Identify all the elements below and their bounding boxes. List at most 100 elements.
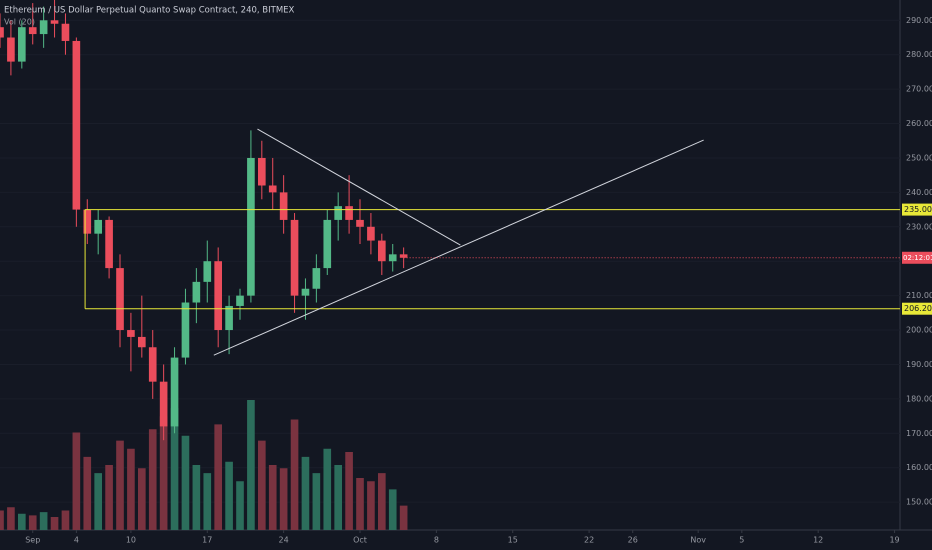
volume-bar [170, 408, 179, 530]
candle-body [72, 40, 81, 210]
volume-bar [367, 481, 375, 530]
candle-body [345, 206, 353, 220]
candle-body [50, 20, 59, 24]
x-tick-label: Oct [353, 536, 367, 545]
y-tick-label: 190.00 [906, 360, 932, 369]
volume-bar [203, 473, 212, 530]
volume-bar [127, 448, 135, 530]
trend-line [257, 128, 461, 246]
candle-body [399, 254, 408, 258]
volume-bar [18, 513, 26, 530]
volume-bar [356, 478, 364, 530]
indicator-label: Vol (20) [4, 18, 35, 27]
volume-bar [138, 468, 146, 530]
volume-bar [181, 435, 190, 530]
volume-bar [236, 481, 244, 530]
candle-body [312, 268, 321, 289]
volume-bar [0, 510, 4, 530]
level-label: 235.00 [904, 205, 932, 214]
x-tick-label: 22 [584, 536, 594, 545]
trend-line [213, 139, 704, 356]
candle-body [258, 157, 266, 186]
y-tick-label: 200.00 [906, 326, 932, 335]
x-tick-label: Sep [25, 536, 40, 545]
volume-bar [105, 465, 113, 530]
candle-body [159, 381, 168, 427]
y-tick-label: 270.00 [906, 85, 932, 94]
candle-body [181, 302, 190, 358]
candle-body [105, 219, 113, 269]
x-tick-label: 8 [434, 536, 439, 545]
candle-body [18, 27, 26, 62]
y-tick-label: 180.00 [906, 394, 932, 403]
level-label: 206.20 [904, 304, 932, 313]
volume-bar [148, 429, 157, 530]
y-tick-label: 260.00 [906, 119, 932, 128]
candle-body [323, 219, 332, 269]
candle-body [28, 27, 37, 35]
volume-bar [39, 512, 48, 530]
volume-bar [258, 440, 266, 530]
y-tick-label: 280.00 [906, 50, 932, 59]
level-tag [902, 302, 932, 315]
candle-body [0, 27, 4, 38]
candle-body [356, 219, 364, 227]
candle-body [225, 305, 233, 331]
volume-bar [323, 448, 332, 530]
x-tick-label: 5 [739, 536, 744, 545]
candle-body [203, 261, 212, 282]
x-tick-label: 15 [508, 536, 518, 545]
x-tick-label: 17 [202, 536, 212, 545]
candle-body [83, 209, 92, 234]
candle-body [94, 219, 102, 234]
volume-bar [214, 424, 222, 530]
volume-bar [290, 419, 299, 530]
countdown: 02:12:01 [903, 254, 932, 262]
y-tick-label: 150.00 [906, 498, 932, 507]
y-tick-label: 160.00 [906, 463, 932, 472]
level-tag [902, 203, 932, 216]
volume-bar [399, 505, 408, 530]
candle-body [334, 206, 342, 220]
y-tick-label: 250.00 [906, 153, 932, 162]
y-tick-label: 230.00 [906, 222, 932, 231]
y-tick-label: 290.00 [906, 16, 932, 25]
candle-body [236, 295, 244, 306]
volume-bar [225, 461, 233, 530]
volume-bar [159, 416, 168, 530]
candle-body [388, 254, 397, 262]
volume-bar [7, 507, 15, 530]
x-tick-label: Nov [690, 536, 706, 545]
candle-body [39, 20, 48, 35]
volume-bar [334, 465, 342, 530]
candle-body [367, 226, 375, 241]
candle-body [148, 347, 157, 382]
volume-bar [61, 510, 70, 530]
volume-bar [192, 465, 201, 530]
candle-body [138, 336, 146, 348]
candle-body [268, 185, 277, 193]
volume-bar [72, 432, 81, 530]
y-tick-label: 170.00 [906, 429, 932, 438]
candle-body [7, 37, 15, 62]
x-tick-label: 24 [279, 536, 289, 545]
x-tick-label: 10 [126, 536, 136, 545]
candle-body [127, 330, 135, 337]
volume-bar [268, 465, 277, 530]
candle-body [378, 240, 386, 262]
candle-body [247, 157, 255, 296]
candle-body [290, 219, 299, 296]
x-tick-label: 12 [813, 536, 823, 545]
volume-bar [279, 468, 288, 530]
volume-bar [116, 440, 124, 530]
candle-body [192, 281, 201, 303]
x-tick-label: 4 [74, 536, 79, 545]
candle-body [61, 23, 70, 41]
y-tick-label: 240.00 [906, 188, 932, 197]
volume-bar [94, 473, 102, 530]
candle-body [116, 268, 124, 331]
volume-bar [28, 515, 37, 530]
volume-bar [247, 400, 255, 530]
candle-body [170, 357, 179, 427]
